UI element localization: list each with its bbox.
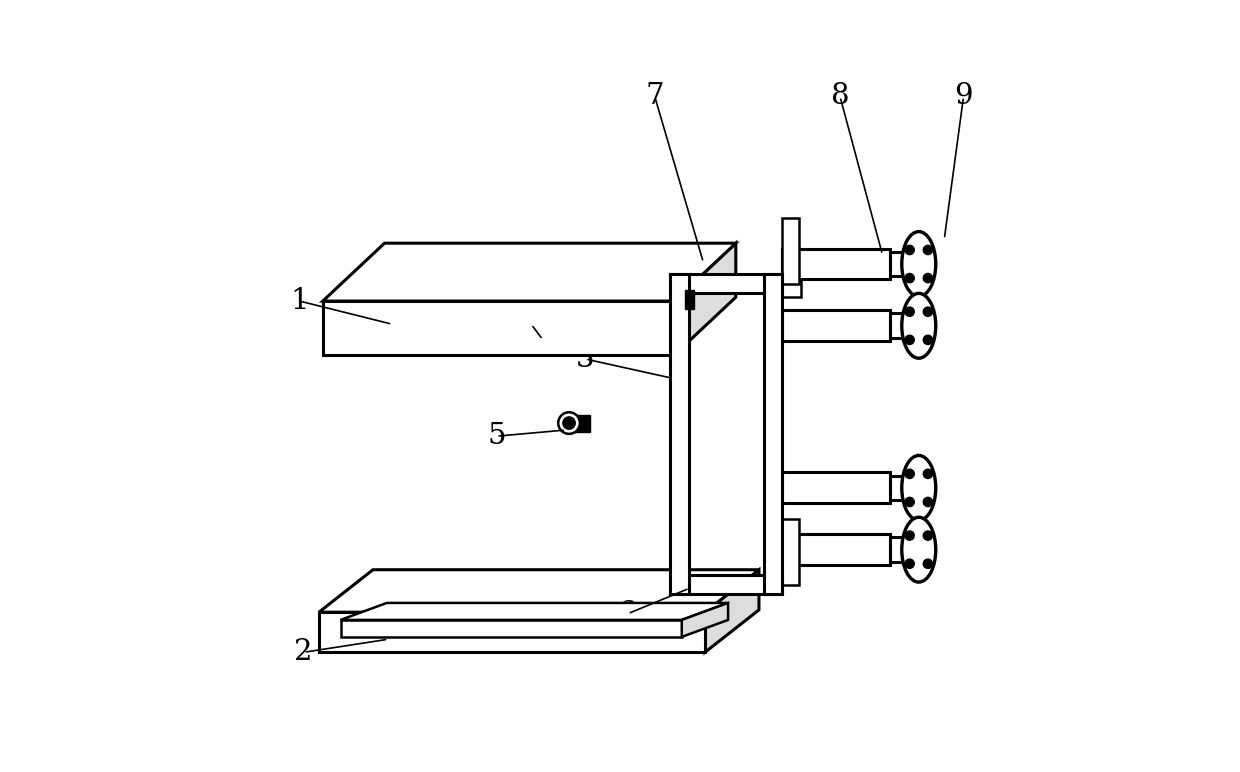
Circle shape — [924, 245, 932, 255]
Bar — [684, 290, 694, 309]
Bar — [782, 310, 890, 341]
Text: 4: 4 — [522, 310, 541, 338]
Polygon shape — [319, 570, 759, 612]
Circle shape — [905, 531, 914, 540]
Text: 6: 6 — [619, 600, 637, 628]
Text: 8: 8 — [831, 83, 849, 110]
Text: 3: 3 — [575, 345, 594, 373]
Circle shape — [924, 469, 932, 479]
Bar — [890, 252, 901, 276]
Circle shape — [905, 469, 914, 479]
Polygon shape — [341, 603, 728, 620]
Circle shape — [905, 307, 914, 317]
Circle shape — [924, 559, 932, 568]
Ellipse shape — [901, 455, 936, 520]
Bar — [782, 249, 890, 279]
Polygon shape — [704, 570, 759, 652]
Text: 5: 5 — [487, 422, 506, 450]
Bar — [782, 270, 801, 297]
Circle shape — [924, 307, 932, 317]
Bar — [670, 575, 782, 594]
Bar — [890, 313, 901, 338]
Circle shape — [905, 559, 914, 568]
Circle shape — [563, 417, 575, 429]
Bar — [670, 274, 688, 594]
Bar — [764, 274, 782, 594]
Polygon shape — [322, 243, 735, 301]
Polygon shape — [675, 243, 735, 355]
Ellipse shape — [901, 293, 936, 358]
Circle shape — [924, 273, 932, 283]
Circle shape — [905, 273, 914, 283]
Polygon shape — [682, 603, 728, 637]
Bar — [672, 291, 683, 588]
Ellipse shape — [901, 232, 936, 296]
Circle shape — [905, 497, 914, 506]
Bar — [782, 218, 799, 284]
Circle shape — [905, 245, 914, 255]
Bar — [782, 534, 890, 565]
Circle shape — [924, 497, 932, 506]
Text: 1: 1 — [290, 287, 309, 315]
Circle shape — [924, 531, 932, 540]
Polygon shape — [322, 301, 675, 355]
Polygon shape — [341, 620, 682, 637]
Bar — [782, 519, 799, 585]
Bar — [890, 537, 901, 562]
Text: 9: 9 — [955, 83, 973, 110]
Bar — [670, 274, 782, 293]
Text: 7: 7 — [646, 83, 665, 110]
Polygon shape — [319, 612, 704, 652]
Bar — [568, 415, 590, 432]
Circle shape — [905, 335, 914, 344]
Text: 2: 2 — [294, 638, 312, 666]
Bar — [890, 476, 901, 500]
Bar — [782, 472, 890, 503]
Circle shape — [558, 412, 580, 434]
Ellipse shape — [901, 517, 936, 582]
Circle shape — [924, 335, 932, 344]
